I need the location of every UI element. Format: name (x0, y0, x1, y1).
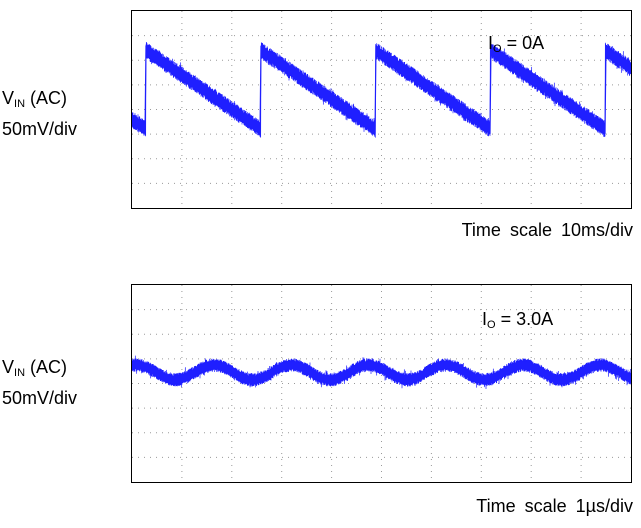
waveform-svg (132, 285, 631, 482)
oscilloscope-plot: IO = 3.0A (131, 284, 632, 483)
bottom-scope-panel: VIN (AC) 50mV/div IO = 3.0A Time scale 1… (0, 265, 641, 528)
y-scale-label: 50mV/div (2, 119, 78, 139)
waveform-svg (132, 11, 631, 208)
y-axis-label: VIN (AC) 50mV/div (2, 86, 127, 142)
current-annotation: IO = 0A (488, 33, 545, 55)
waveform-trace-core (132, 45, 631, 134)
grid (132, 11, 631, 208)
current-annotation: IO = 3.0A (482, 309, 554, 331)
time-scale-label: Time scale 1µs/div (476, 496, 633, 516)
waveform-trace-core (132, 361, 631, 384)
time-scale-label: Time scale 10ms/div (461, 220, 633, 240)
y-scale-label: 50mV/div (2, 388, 78, 408)
oscilloscope-plot: IO = 0A (131, 10, 632, 209)
top-scope-panel: VIN (AC) 50mV/div IO = 0A Time scale 10m… (0, 0, 641, 260)
y-axis-label: VIN (AC) 50mV/div (2, 355, 127, 411)
